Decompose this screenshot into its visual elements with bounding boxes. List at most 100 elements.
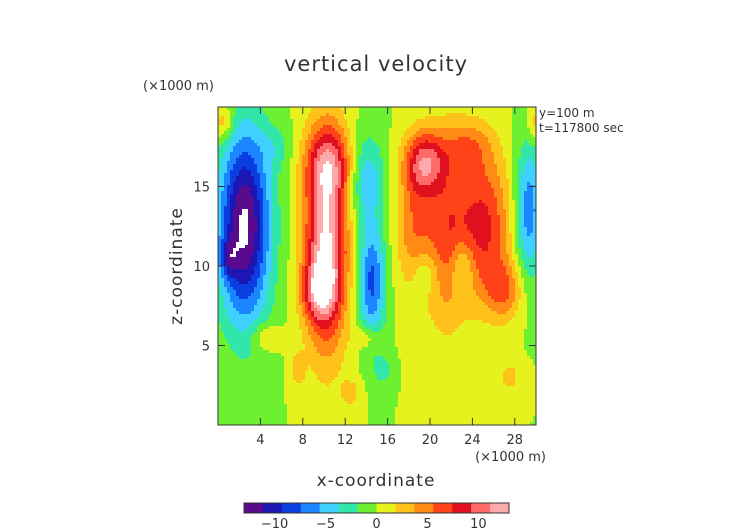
heatmap-cell [452,146,456,150]
heatmap-cell [377,200,381,204]
heatmap-cell [254,131,258,135]
heatmap-cell [407,167,411,171]
annotation-time: t=117800 sec [539,121,624,135]
heatmap-cell [344,185,348,189]
heatmap-cell [347,122,351,126]
heatmap-cell [239,203,243,207]
heatmap-cell [518,173,522,177]
heatmap-cell [365,176,369,180]
heatmap-cell [476,131,480,135]
heatmap-cell [398,224,402,228]
heatmap-cell [446,203,450,207]
heatmap-cell [503,164,507,168]
heatmap-cell [251,107,255,111]
heatmap-cell [260,179,264,183]
heatmap-cell [464,215,468,219]
heatmap-cell [278,140,282,144]
heatmap-cell [308,107,312,111]
heatmap-cell [236,245,240,249]
heatmap-cell [284,233,288,237]
heatmap-cell [254,200,258,204]
heatmap-cell [371,113,375,117]
heatmap-cell [383,173,387,177]
heatmap-cell [350,146,354,150]
heatmap-cell [443,221,447,225]
heatmap-cell [464,119,468,123]
heatmap-cell [224,242,228,246]
heatmap-cell [419,206,423,210]
heatmap-cell [332,215,336,219]
heatmap-cell [431,119,435,123]
heatmap-cell [515,164,519,168]
heatmap-cell [482,107,486,111]
heatmap-cell [458,179,462,183]
heatmap-cell [221,224,225,228]
heatmap-cell [401,125,405,129]
heatmap-cell [434,215,438,219]
heatmap-cell [464,233,468,237]
heatmap-cell [470,110,474,114]
heatmap-cell [530,125,534,129]
heatmap-cell [218,143,222,147]
heatmap-cell [533,167,536,171]
heatmap-cell [401,146,405,150]
heatmap-cell [332,137,336,141]
heatmap-cell [368,152,372,156]
heatmap-cell [371,164,375,168]
heatmap-cell [527,197,531,201]
heatmap-cell [491,179,495,183]
heatmap-cell [485,182,489,186]
heatmap-cell [326,167,330,171]
heatmap-cell [506,116,510,120]
heatmap-cell [422,185,426,189]
heatmap-cell [476,137,480,141]
heatmap-cell [404,245,408,249]
heatmap-cell [461,239,465,243]
heatmap-cell [323,221,327,225]
heatmap-cell [497,146,501,150]
heatmap-cell [326,152,330,156]
heatmap-cell [380,116,384,120]
heatmap-cell [401,191,405,195]
heatmap-cell [461,221,465,225]
heatmap-cell [248,158,252,162]
heatmap-cell [518,236,522,240]
heatmap-cell [296,179,300,183]
heatmap-cell [521,110,525,114]
heatmap-cell [395,158,399,162]
heatmap-cell [320,224,324,228]
heatmap-cell [509,110,513,114]
heatmap-cell [290,206,294,210]
heatmap-cell [401,230,405,234]
heatmap-cell [461,182,465,186]
heatmap-cell [467,203,471,207]
heatmap-cell [227,170,231,174]
heatmap-cell [464,179,468,183]
heatmap-cell [374,152,378,156]
heatmap-cell [239,224,243,228]
heatmap-cell [530,203,534,207]
heatmap-cell [290,224,294,228]
heatmap-cell [404,230,408,234]
heatmap-cell [290,158,294,162]
heatmap-cell [506,182,510,186]
heatmap-cell [218,194,222,198]
heatmap-cell [353,164,357,168]
heatmap-cell [242,197,246,201]
heatmap-cell [434,149,438,153]
heatmap-cell [299,149,303,153]
heatmap-cell [386,161,390,165]
heatmap-cell [221,143,225,147]
heatmap-cell [323,161,327,165]
heatmap-cell [500,227,504,231]
heatmap-cell [464,185,468,189]
heatmap-cell [353,158,357,162]
heatmap-cell [473,239,477,243]
heatmap-cell [449,200,453,204]
heatmap-cell [335,215,339,219]
heatmap-cell [239,185,243,189]
heatmap-cell [461,170,465,174]
heatmap-cell [491,239,495,243]
heatmap-cell [524,122,528,126]
heatmap-cell [317,170,321,174]
